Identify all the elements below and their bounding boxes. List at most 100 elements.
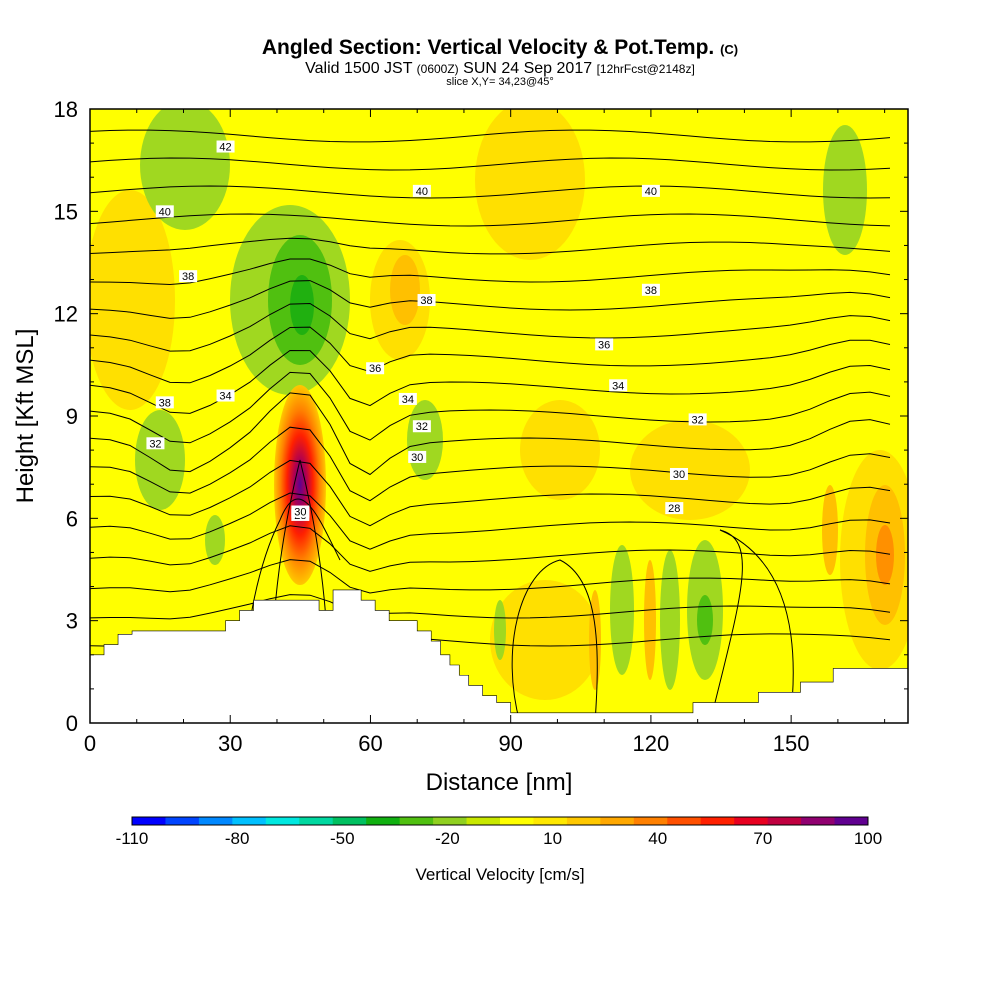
x-tick-label: 0 (84, 731, 96, 756)
colorbar-tick-label: 10 (543, 829, 562, 848)
contour-label-text: 34 (402, 394, 414, 406)
contour-label: 34 (216, 389, 235, 403)
contour-label-text: 30 (411, 452, 423, 464)
terrain-mask (90, 589, 908, 723)
forecast-info: [12hrFcst@2148z] (596, 62, 695, 76)
contour-label-text: 38 (159, 397, 171, 409)
contour-label-bg (641, 184, 660, 197)
contour-label: 28 (665, 502, 684, 515)
contour-label-bg (179, 270, 198, 283)
contour-label-bg (291, 505, 310, 518)
contour-label-text: 30 (294, 507, 306, 519)
x-axis: 0 30 60 90 120 150 (84, 109, 886, 756)
contour-label: 32 (688, 413, 707, 426)
contour-label-text: 36 (598, 339, 610, 351)
colorbar-swatch (433, 817, 468, 825)
contour-label: 38 (155, 396, 174, 409)
contour-label: 36 (595, 338, 614, 351)
x-tick-label: 90 (498, 731, 522, 756)
updraft-core (390, 255, 420, 325)
colorbar-swatch (767, 817, 802, 825)
colorbar-tick-label: 40 (648, 829, 667, 848)
vertical-velocity-field: 2628283030303232323434343636383838384040… (90, 109, 908, 723)
contour-label-bg (641, 283, 660, 296)
colorbar-tick-label: -110 (116, 829, 149, 848)
contour-label-bg (155, 396, 174, 409)
updraft-core (644, 560, 656, 680)
colorbar-swatch (265, 817, 300, 825)
contour-label: 34 (609, 379, 628, 392)
updraft-core (822, 485, 838, 575)
theta-contour-line (90, 129, 891, 143)
weak-updraft-patch (520, 400, 600, 500)
valid-date: SUN 24 Sep 2017 (463, 60, 593, 77)
colorbar-swatch (332, 817, 367, 825)
contour-label-text: 40 (645, 186, 657, 198)
contour-label: 30 (408, 450, 427, 464)
downdraft-patch (135, 410, 185, 510)
colorbar-swatch (366, 817, 401, 825)
weak-updraft-patch (630, 420, 750, 520)
contour-label-text: 38 (645, 285, 657, 297)
contour-label-text: 32 (149, 438, 161, 450)
contour-label-bg (146, 437, 165, 450)
colorbar-swatch (165, 817, 200, 825)
contour-label-text: 34 (219, 391, 231, 403)
contour-label: 40 (641, 184, 660, 198)
contour-label-text: 42 (219, 142, 231, 154)
colorbar-swatch (232, 817, 267, 825)
contour-label: 34 (398, 392, 417, 406)
contour-label: 32 (412, 420, 431, 433)
contour-label-bg (216, 389, 235, 402)
chart-title-unit: (C) (720, 42, 739, 57)
contour-label-text: 32 (692, 414, 704, 426)
theta-contour-line (90, 459, 891, 527)
colorbar-ticks: -110 -80 -50 -20 10 40 70 100 (116, 829, 883, 848)
y-tick-label: 3 (66, 609, 78, 634)
y-tick-label: 6 (66, 506, 78, 531)
contour-label: 38 (641, 283, 660, 297)
theta-contour-line (90, 213, 891, 227)
y-axis-title: Height [Kft MSL] (12, 329, 39, 504)
contour-label-text: 38 (420, 295, 432, 307)
downdraft-patch (823, 125, 867, 255)
downdraft-patch (494, 600, 506, 660)
colorbar-tick-label: -80 (225, 829, 250, 848)
valid-time-utc: (0600Z) (416, 62, 459, 76)
weak-updraft-patch (475, 109, 585, 260)
colorbar-swatch (633, 817, 668, 825)
x-tick-label: 60 (358, 731, 382, 756)
colorbar-swatch (667, 817, 702, 825)
colorbar-swatch (466, 817, 501, 825)
theta-contour-line (90, 185, 891, 199)
downdraft-patch (140, 109, 230, 230)
downdraft-patch (660, 550, 680, 690)
downdraft-patch (610, 545, 634, 675)
colorbar-swatch (566, 817, 601, 825)
contour-label: 40 (155, 205, 174, 218)
colorbar (131, 816, 869, 826)
colorbar-frame (131, 816, 869, 826)
colorbar-swatch (500, 817, 534, 825)
contour-label-bg (412, 420, 431, 433)
y-tick-label: 0 (66, 711, 78, 736)
weak-updraft-patch (490, 580, 600, 700)
contour-label-text: 40 (416, 186, 428, 198)
colorbar-title: Vertical Velocity [cm/s] (415, 865, 584, 884)
updraft-plume (274, 385, 326, 585)
contour-label-text: 32 (416, 421, 428, 433)
contour-label: 42 (216, 140, 235, 154)
y-tick-label: 12 (54, 302, 78, 327)
theta-contour-line (90, 326, 891, 384)
contour-label: 38 (179, 270, 198, 283)
contour-label-text: 40 (159, 206, 171, 218)
contour-label-text: 38 (182, 271, 194, 283)
contour-label-bg (155, 205, 174, 218)
theta-contour-line (511, 559, 598, 723)
x-tick-label: 120 (633, 731, 670, 756)
colorbar-swatch (600, 817, 635, 825)
colorbar-swatch (533, 817, 568, 825)
downdraft-core-strong (290, 275, 314, 335)
contour-label-bg (216, 140, 235, 153)
contour-label-bg (609, 379, 628, 392)
